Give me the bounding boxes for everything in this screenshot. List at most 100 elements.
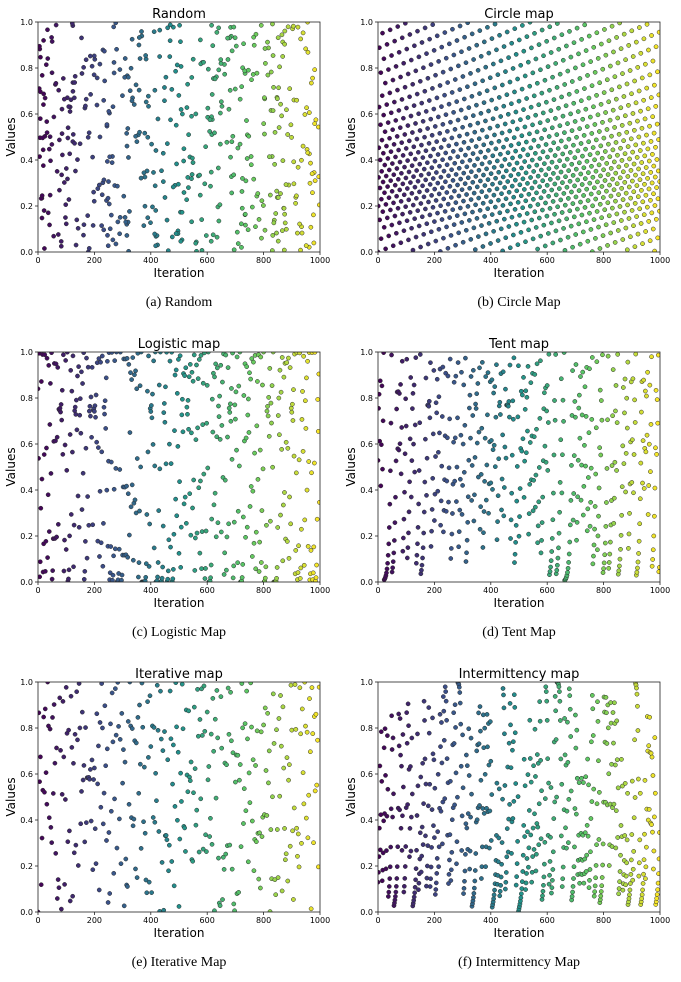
data-point	[261, 203, 266, 208]
data-point	[295, 24, 301, 30]
data-point	[518, 62, 524, 68]
data-point	[533, 472, 539, 478]
data-point	[407, 32, 413, 37]
data-point	[175, 749, 181, 755]
data-point	[480, 78, 485, 84]
data-point	[548, 785, 554, 790]
data-point	[83, 445, 89, 451]
x-tick-label: 200	[87, 916, 102, 925]
data-point	[426, 398, 432, 404]
data-point	[119, 577, 124, 582]
data-point	[257, 539, 262, 545]
data-point	[398, 198, 404, 204]
data-point	[384, 42, 390, 47]
data-point	[147, 693, 153, 699]
data-point	[574, 775, 580, 781]
data-point	[386, 541, 392, 547]
x-tick-label: 200	[427, 586, 442, 595]
data-point	[418, 774, 424, 780]
data-point	[446, 143, 452, 149]
data-point	[474, 42, 480, 48]
data-point	[613, 808, 619, 814]
data-point	[308, 80, 314, 86]
data-point	[185, 81, 190, 87]
data-point	[208, 169, 214, 175]
data-point	[421, 65, 426, 71]
data-point	[88, 818, 94, 824]
data-point	[136, 574, 141, 580]
data-point	[638, 460, 644, 466]
data-point	[503, 886, 508, 892]
data-point	[279, 446, 284, 452]
data-point	[611, 801, 617, 807]
data-point	[649, 754, 655, 760]
data-point	[174, 62, 180, 68]
data-point	[54, 896, 60, 901]
data-point	[640, 887, 645, 893]
data-point	[409, 791, 415, 797]
data-point	[263, 61, 268, 66]
data-point	[477, 91, 482, 96]
data-point	[583, 48, 589, 53]
data-point	[586, 782, 591, 788]
data-point	[210, 696, 216, 701]
data-point	[42, 789, 47, 795]
data-point	[620, 169, 626, 175]
data-point	[66, 727, 71, 733]
data-point	[48, 825, 54, 830]
data-point	[571, 214, 577, 220]
data-point	[429, 193, 434, 198]
data-point	[595, 56, 601, 61]
data-point	[553, 116, 558, 121]
data-point	[80, 381, 85, 386]
data-point	[60, 76, 66, 81]
data-point	[549, 220, 554, 226]
data-point	[395, 844, 401, 850]
data-point	[533, 868, 539, 874]
data-point	[656, 137, 660, 142]
data-point	[243, 534, 248, 540]
data-point	[81, 576, 87, 582]
data-point	[503, 386, 508, 392]
data-point	[295, 230, 300, 236]
data-point	[229, 456, 235, 462]
data-point	[428, 876, 433, 882]
data-point	[92, 826, 98, 832]
data-point	[489, 792, 495, 797]
data-point	[458, 107, 464, 113]
data-point	[392, 213, 398, 219]
data-point	[266, 395, 272, 400]
data-point	[165, 568, 171, 574]
data-point	[452, 478, 458, 484]
data-point	[88, 767, 93, 772]
data-point	[283, 439, 289, 445]
data-point	[525, 115, 531, 120]
data-point	[421, 509, 427, 515]
data-point	[476, 195, 482, 201]
y-tick-label: 0.2	[20, 532, 33, 541]
data-point	[188, 759, 194, 765]
data-point	[570, 201, 576, 206]
data-point	[477, 28, 483, 33]
data-point	[492, 132, 497, 138]
data-point	[508, 143, 514, 148]
data-point	[217, 202, 223, 208]
data-point	[92, 765, 97, 771]
data-point	[385, 894, 391, 899]
data-point	[442, 684, 448, 690]
data-point	[81, 65, 86, 70]
data-point	[521, 756, 527, 762]
data-point	[378, 122, 383, 128]
data-point	[230, 133, 236, 139]
data-point	[301, 353, 306, 359]
data-point	[95, 781, 100, 787]
data-point	[467, 157, 473, 163]
data-point	[220, 854, 226, 860]
data-point	[446, 872, 452, 877]
data-point	[656, 92, 660, 98]
data-point	[652, 790, 658, 796]
data-point	[604, 77, 610, 83]
data-point	[191, 352, 197, 358]
data-point	[539, 136, 544, 141]
data-point	[585, 506, 591, 512]
